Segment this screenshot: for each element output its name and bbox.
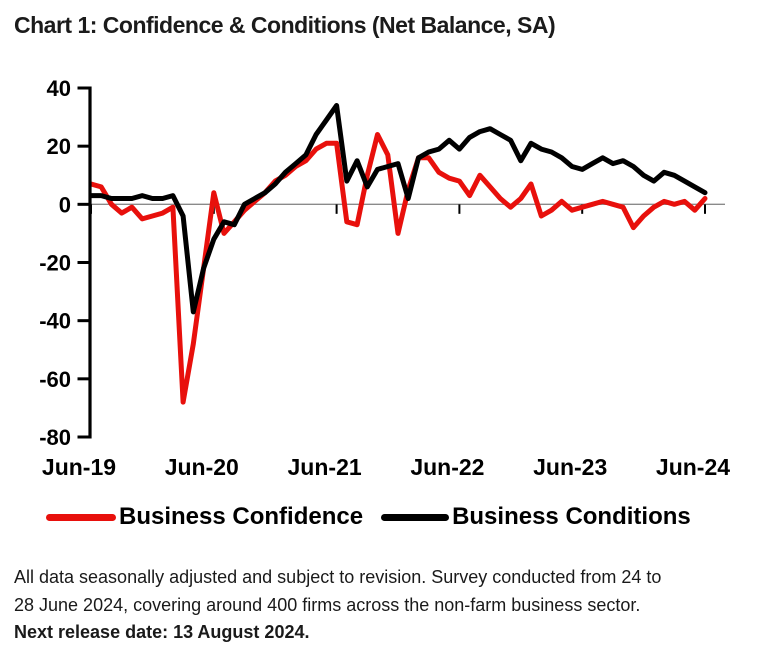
- svg-text:Jun-19: Jun-19: [42, 454, 116, 480]
- footnote: All data seasonally adjusted and subject…: [14, 564, 762, 647]
- legend-black-line-icon: [381, 513, 450, 521]
- svg-text:-80: -80: [39, 425, 71, 450]
- page-title: Chart 1: Confidence & Conditions (Net Ba…: [14, 12, 556, 38]
- legend-red-line-icon: [46, 513, 116, 521]
- footnote-release-date: Next release date: 13 August 2024.: [14, 622, 310, 642]
- svg-text:0: 0: [59, 192, 71, 217]
- svg-text:-20: -20: [39, 251, 71, 276]
- line-chart: Jun-19 Jun-20 Jun-21 Jun-22 Jun-23 Jun-24 40 20…: [39, 76, 730, 480]
- chart-legend: Business Confidence Business Conditions: [46, 503, 691, 531]
- legend-item-conditions: Business Conditions: [381, 503, 691, 531]
- svg-text:40: 40: [47, 76, 71, 101]
- legend-item-confidence: Business Confidence: [46, 503, 363, 531]
- svg-text:Jun-20: Jun-20: [165, 454, 239, 480]
- svg-text:20: 20: [47, 134, 71, 159]
- svg-text:Jun-22: Jun-22: [410, 454, 484, 480]
- svg-text:Jun-24: Jun-24: [656, 454, 730, 480]
- svg-text:-40: -40: [39, 309, 71, 334]
- legend-label-conditions: Business Conditions: [452, 503, 691, 530]
- svg-text:-60: -60: [39, 367, 71, 392]
- footnote-line-1: All data seasonally adjusted and subject…: [14, 567, 662, 587]
- svg-text:Jun-21: Jun-21: [288, 454, 362, 480]
- footnote-line-2: 28 June 2024, covering around 400 firms …: [14, 594, 641, 615]
- legend-label-confidence: Business Confidence: [119, 503, 364, 530]
- svg-text:Jun-23: Jun-23: [533, 454, 607, 480]
